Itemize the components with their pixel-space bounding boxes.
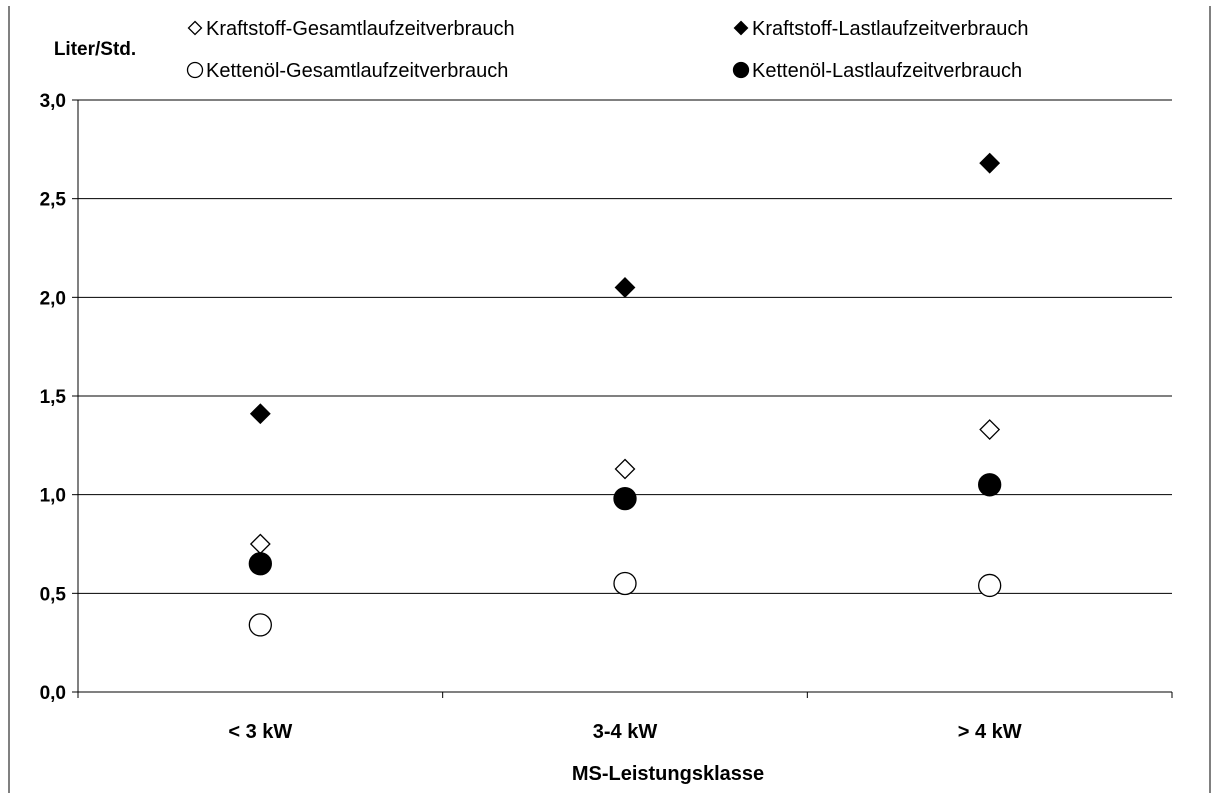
x-tick-label: < 3 kW <box>228 721 292 743</box>
legend-label: Kraftstoff-Gesamtlaufzeitverbrauch <box>206 18 515 40</box>
legend-marker <box>187 20 203 36</box>
data-point <box>613 571 637 596</box>
data-points <box>248 152 1002 637</box>
data-point <box>979 152 1001 174</box>
legend: Kraftstoff-Gesamtlaufzeitverbrauch Krafts… <box>186 18 1028 82</box>
legend-item: Kettenöl-Gesamtlaufzeitverbrauch <box>186 60 508 82</box>
y-axis-label: Liter/Std. <box>54 39 136 60</box>
legend-label: Kraftstoff-Lastlaufzeitverbrauch <box>752 18 1028 40</box>
legend-label: Kettenöl-Gesamtlaufzeitverbrauch <box>206 60 508 82</box>
data-point <box>978 473 1002 497</box>
legend-label: Kettenöl-Lastlaufzeitverbrauch <box>752 60 1022 82</box>
data-point <box>249 403 271 425</box>
legend-item: Kettenöl-Lastlaufzeitverbrauch <box>732 60 1022 82</box>
data-point <box>978 573 1002 598</box>
legend-marker <box>732 61 750 79</box>
x-axis-label: MS-Leistungsklasse <box>572 763 764 785</box>
y-tick-label: 1,0 <box>40 486 66 507</box>
x-tick-label: > 4 kW <box>958 721 1022 743</box>
legend-item: Kraftstoff-Gesamtlaufzeitverbrauch <box>187 18 515 40</box>
y-tick-label: 0,0 <box>40 683 66 704</box>
data-point <box>613 486 637 511</box>
y-tick-label: 1,5 <box>40 387 67 408</box>
data-point <box>614 277 636 298</box>
axes: 0,0 0,5 1,0 1,5 2,0 2,5 3,0 < 3 kW 3-4 kW > 4 kW <box>40 91 1173 743</box>
data-point <box>979 419 1001 440</box>
data-point <box>614 458 636 480</box>
legend-marker <box>733 20 749 36</box>
y-tick-label: 3,0 <box>40 91 66 112</box>
y-tick-label: 2,0 <box>40 288 66 309</box>
data-point <box>249 533 271 555</box>
legend-marker <box>186 61 204 79</box>
data-point <box>248 613 272 637</box>
grid-lines <box>78 99 1172 594</box>
legend-item: Kraftstoff-Lastlaufzeitverbrauch <box>733 18 1028 40</box>
y-tick-label: 0,5 <box>40 584 67 605</box>
y-tick-label: 2,5 <box>40 190 67 211</box>
x-tick-label: 3-4 kW <box>593 721 658 743</box>
data-point <box>248 552 272 576</box>
